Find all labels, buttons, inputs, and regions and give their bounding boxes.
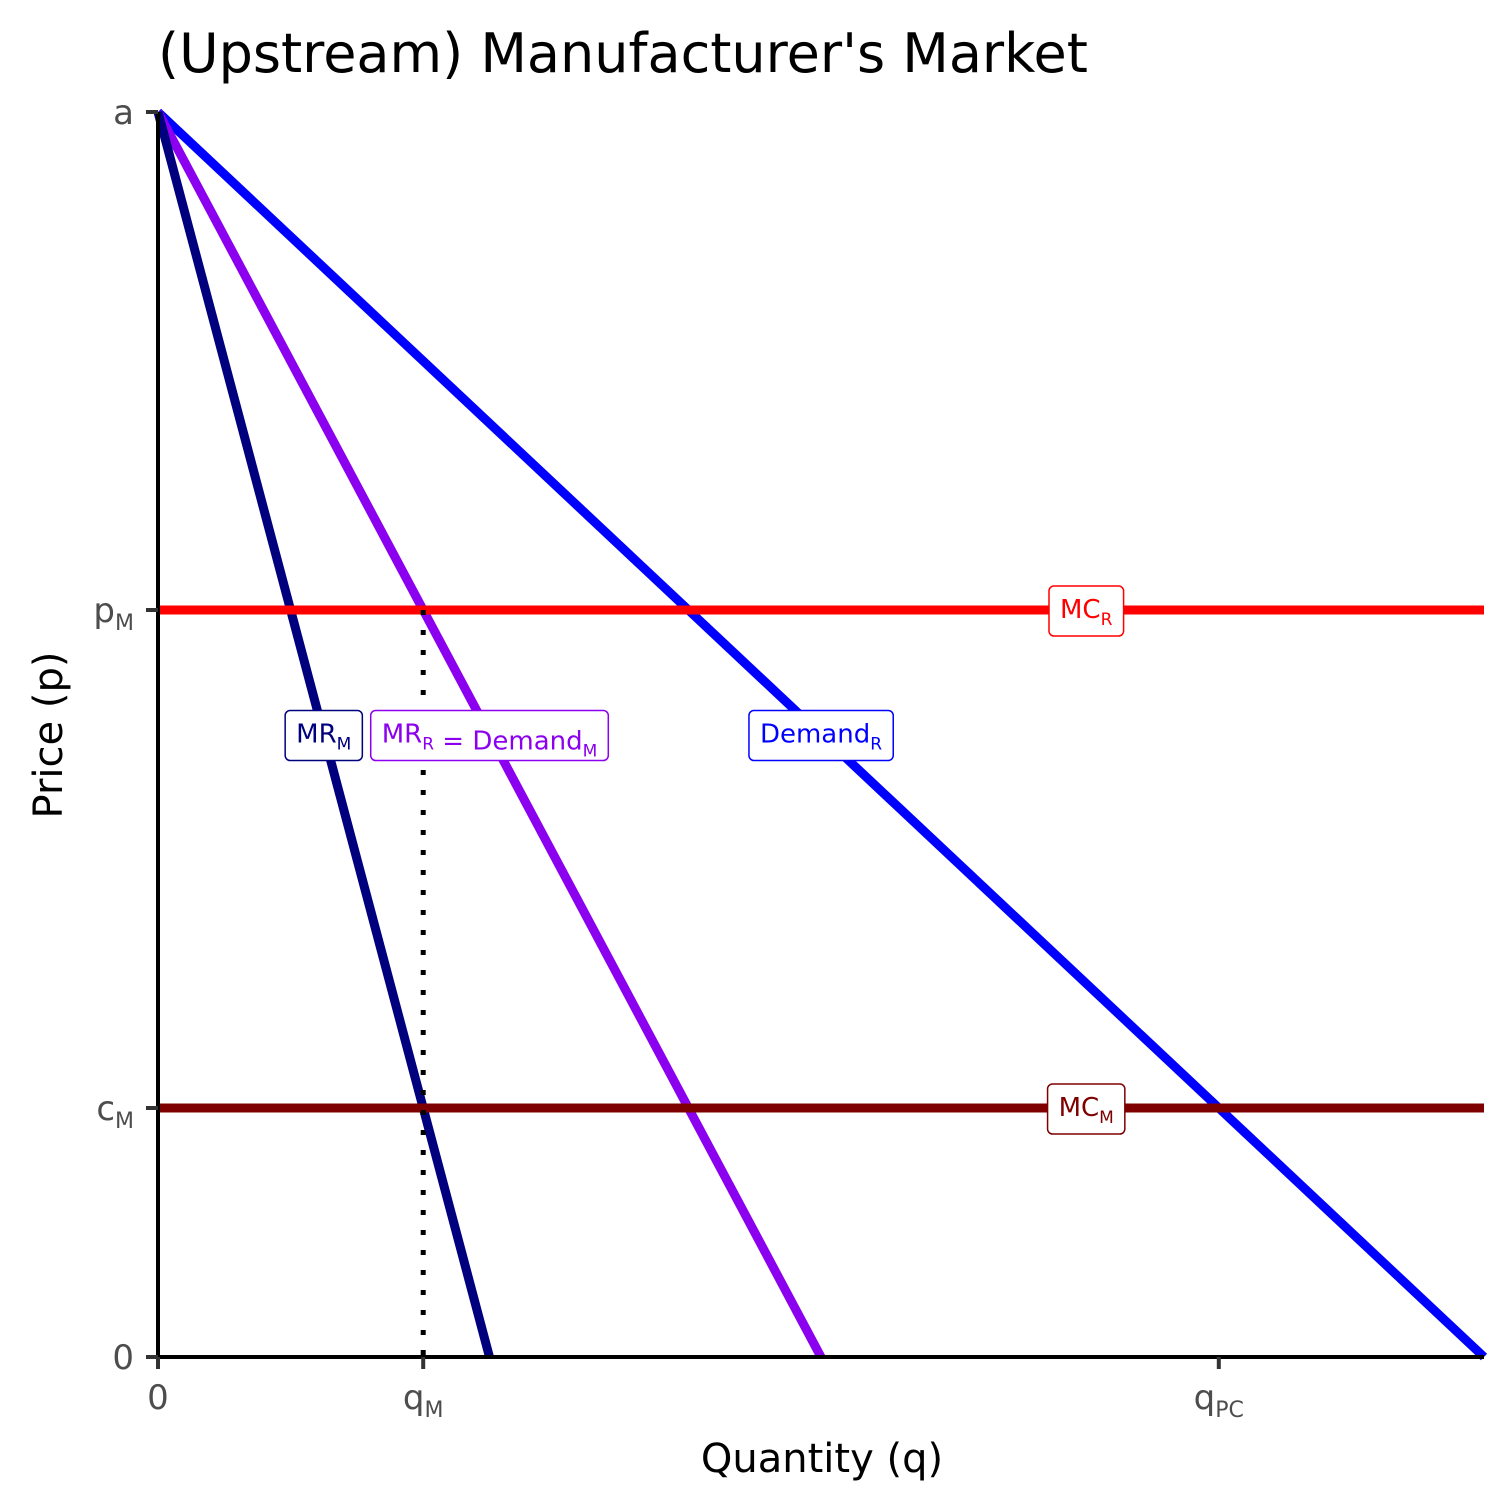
y-tick-label: a <box>113 93 134 133</box>
series-label-mr-m: MRM <box>284 709 364 762</box>
label-box <box>1046 1083 1126 1135</box>
label-box <box>748 709 894 762</box>
label-text: MRR = DemandM <box>382 720 598 762</box>
label-text: MCM <box>1059 1093 1114 1128</box>
y-axis-title: Price (p) <box>26 652 72 819</box>
x-tick-label: 0 <box>147 1378 169 1418</box>
y-tick-label: pM <box>93 591 134 636</box>
y-tick-label: cM <box>96 1089 134 1134</box>
label-box <box>284 709 364 762</box>
series-label-mr-r-demand-m: MRR = DemandM <box>369 709 610 762</box>
series-label-mc-m: MCM <box>1046 1083 1126 1135</box>
label-text: MCR <box>1060 595 1113 630</box>
series-label-mc-r: MCR <box>1048 585 1125 637</box>
label-box <box>1048 585 1125 637</box>
series-label-demand-r: DemandR <box>748 709 894 762</box>
x-tick-label: qPC <box>1194 1378 1244 1423</box>
label-box <box>369 709 610 762</box>
label-text: DemandR <box>760 720 882 755</box>
chart-title: (Upstream) Manufacturer's Market <box>158 22 1088 85</box>
label-text: MRM <box>296 720 351 755</box>
labels-layer: DemandR MRR = DemandM MRM MCR MCM <box>284 585 1126 1135</box>
y-tick-label: 0 <box>112 1338 134 1378</box>
x-axis-title: Quantity (q) <box>701 1436 943 1482</box>
x-tick-label: qM <box>403 1378 444 1423</box>
axes-layer: 0 cM pM a 0 qM qPC <box>93 93 1484 1423</box>
